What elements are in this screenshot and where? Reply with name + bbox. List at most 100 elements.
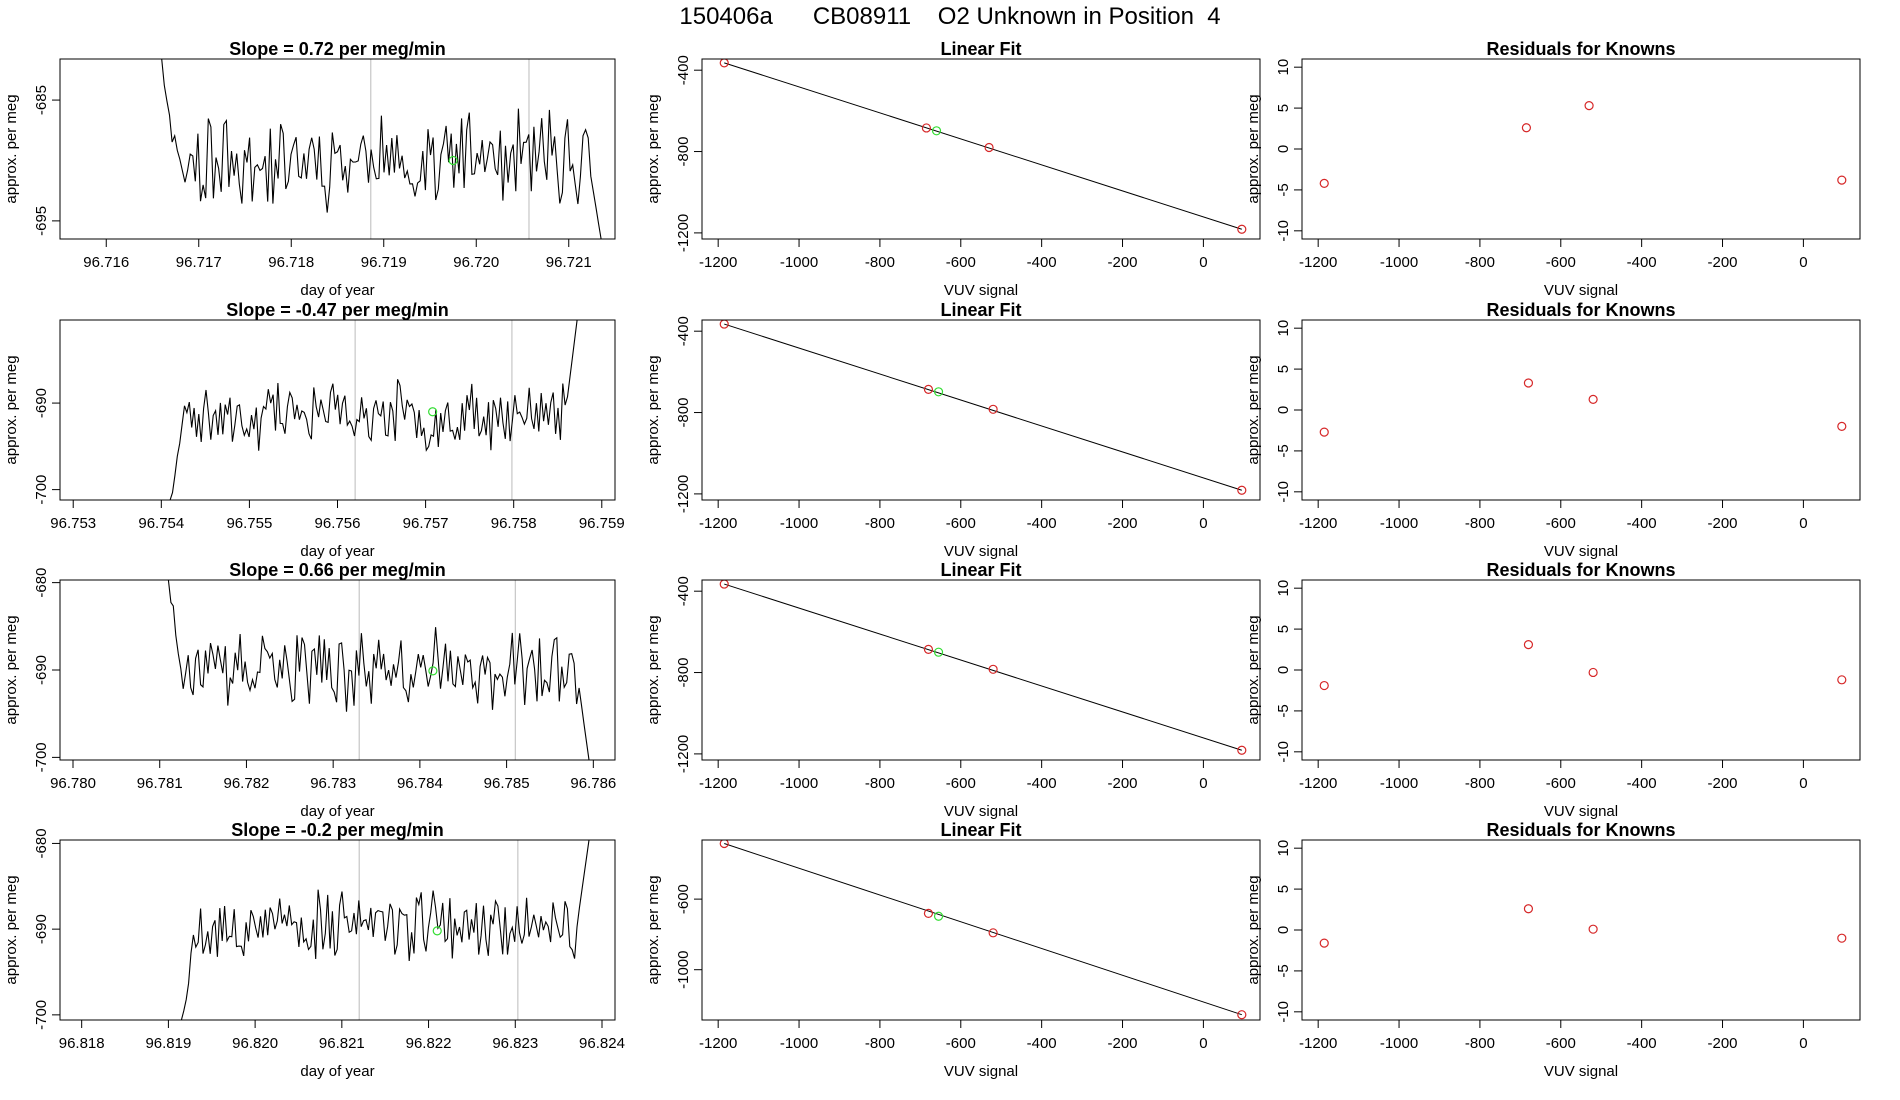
x-tick-label: 96.821	[319, 1035, 365, 1052]
x-axis-label: day of year	[300, 1063, 374, 1080]
x-tick-label: -1200	[699, 254, 737, 271]
known-point	[1237, 485, 1247, 495]
time-series-line	[161, 59, 602, 239]
plot-frame	[701, 579, 1261, 761]
x-tick-label: -1200	[699, 1035, 737, 1052]
x-axis-label: VUV signal	[1544, 803, 1618, 820]
plot-frame	[1301, 839, 1861, 1021]
x-tick-label: 96.784	[397, 775, 443, 792]
x-tick-label: 96.716	[83, 254, 129, 271]
x-tick-label: 96.780	[50, 775, 96, 792]
fit-line	[724, 323, 1242, 491]
y-axis-label: approx. per meg	[645, 875, 662, 984]
y-tick-label: 5	[1275, 104, 1292, 112]
x-tick-label: -800	[865, 1035, 895, 1052]
known-point	[1523, 378, 1534, 388]
x-axis-label: day of year	[300, 803, 374, 820]
plot-frame	[701, 839, 1261, 1021]
y-tick-label: -600	[675, 884, 692, 914]
plot-area	[169, 320, 578, 500]
x-tick-label: -1000	[780, 775, 818, 792]
plot-area	[167, 580, 590, 760]
y-tick-label: -400	[675, 576, 692, 606]
known-point	[1237, 745, 1247, 755]
y-axis-label: approx. per meg	[1245, 615, 1262, 724]
chart-title: Residuals for Knowns	[1486, 300, 1675, 320]
known-point	[1523, 640, 1534, 650]
chart-title: Slope = -0.2 per meg/min	[231, 820, 444, 840]
y-tick-label: -685	[33, 85, 50, 115]
x-tick-label: 96.756	[315, 515, 361, 532]
known-point	[1319, 938, 1329, 948]
y-tick-label: 5	[1275, 625, 1292, 633]
x-tick-label: 96.759	[579, 515, 625, 532]
unknown-point	[933, 647, 944, 657]
chart-title: Slope = 0.66 per meg/min	[229, 560, 446, 580]
time-series-line	[169, 320, 578, 500]
x-tick-label: -1000	[1380, 775, 1418, 792]
y-axis-label: approx. per meg	[645, 615, 662, 724]
y-tick-label: 0	[1275, 145, 1292, 153]
chart-title: Residuals for Knowns	[1486, 560, 1675, 580]
x-tick-label: 96.785	[484, 775, 530, 792]
x-tick-label: -400	[1627, 1035, 1657, 1052]
x-tick-label: -200	[1708, 254, 1738, 271]
x-tick-label: 96.720	[453, 254, 499, 271]
y-tick-label: -10	[1275, 741, 1292, 763]
panel-3-3: Residuals for Knowns VUV signal approx. pe…	[1245, 560, 1861, 820]
x-tick-label: -1200	[1299, 775, 1337, 792]
x-tick-label: -600	[946, 515, 976, 532]
unknown-point	[933, 387, 944, 397]
x-tick-label: -800	[865, 254, 895, 271]
x-tick-label: -400	[1027, 775, 1057, 792]
x-tick-label: 96.757	[403, 515, 449, 532]
chart-title: Slope = -0.47 per meg/min	[226, 300, 449, 320]
chart-title: Linear Fit	[940, 39, 1021, 59]
y-tick-label: -800	[675, 658, 692, 688]
x-tick-label: 96.754	[138, 515, 184, 532]
x-tick-label: 96.783	[310, 775, 356, 792]
plot-frame	[59, 58, 616, 240]
y-axis-label: approx. per meg	[645, 94, 662, 203]
y-tick-label: -800	[675, 137, 692, 167]
x-tick-label: -400	[1027, 254, 1057, 271]
known-point	[1588, 667, 1598, 678]
y-tick-label: -5	[1275, 704, 1292, 717]
known-point	[1584, 101, 1594, 111]
known-point	[1837, 675, 1847, 685]
known-point	[984, 142, 994, 153]
plot-frame	[59, 579, 616, 761]
x-tick-label: 96.753	[50, 515, 96, 532]
x-tick-label: -600	[1546, 515, 1576, 532]
known-point	[1237, 1010, 1247, 1020]
y-tick-label: -680	[33, 828, 50, 858]
known-point	[719, 840, 729, 849]
x-axis-label: VUV signal	[944, 803, 1018, 820]
x-tick-label: -1200	[1299, 254, 1337, 271]
x-tick-label: 0	[1199, 1035, 1207, 1052]
y-tick-label: 0	[1275, 666, 1292, 674]
y-axis-label: approx. per meg	[3, 615, 20, 724]
known-point	[1588, 394, 1598, 404]
chart-title: Linear Fit	[940, 820, 1021, 840]
unknown-point	[428, 407, 438, 417]
y-tick-label: -700	[33, 475, 50, 505]
plot-area	[180, 840, 590, 1020]
x-tick-label: 0	[1799, 775, 1807, 792]
plot-area	[719, 840, 1247, 1020]
panel-3-1: Slope = 0.66 per meg/min day of year appro…	[3, 560, 616, 820]
x-tick-label: -800	[1465, 515, 1495, 532]
panel-1-1: Slope = 0.72 per meg/min day of year appro…	[3, 39, 616, 299]
x-tick-label: -200	[1108, 515, 1138, 532]
y-tick-label: -690	[33, 914, 50, 944]
panel-1-2: Linear Fit VUV signal approx. per meg -1200…	[645, 39, 1261, 299]
x-axis-label: day of year	[300, 282, 374, 299]
x-tick-label: 0	[1199, 254, 1207, 271]
x-tick-label: -1000	[780, 515, 818, 532]
x-axis-label: VUV signal	[1544, 1063, 1618, 1080]
x-tick-label: -1000	[780, 254, 818, 271]
y-axis-label: approx. per meg	[1245, 875, 1262, 984]
chart-title: Residuals for Knowns	[1486, 39, 1675, 59]
unknown-point	[432, 926, 442, 936]
